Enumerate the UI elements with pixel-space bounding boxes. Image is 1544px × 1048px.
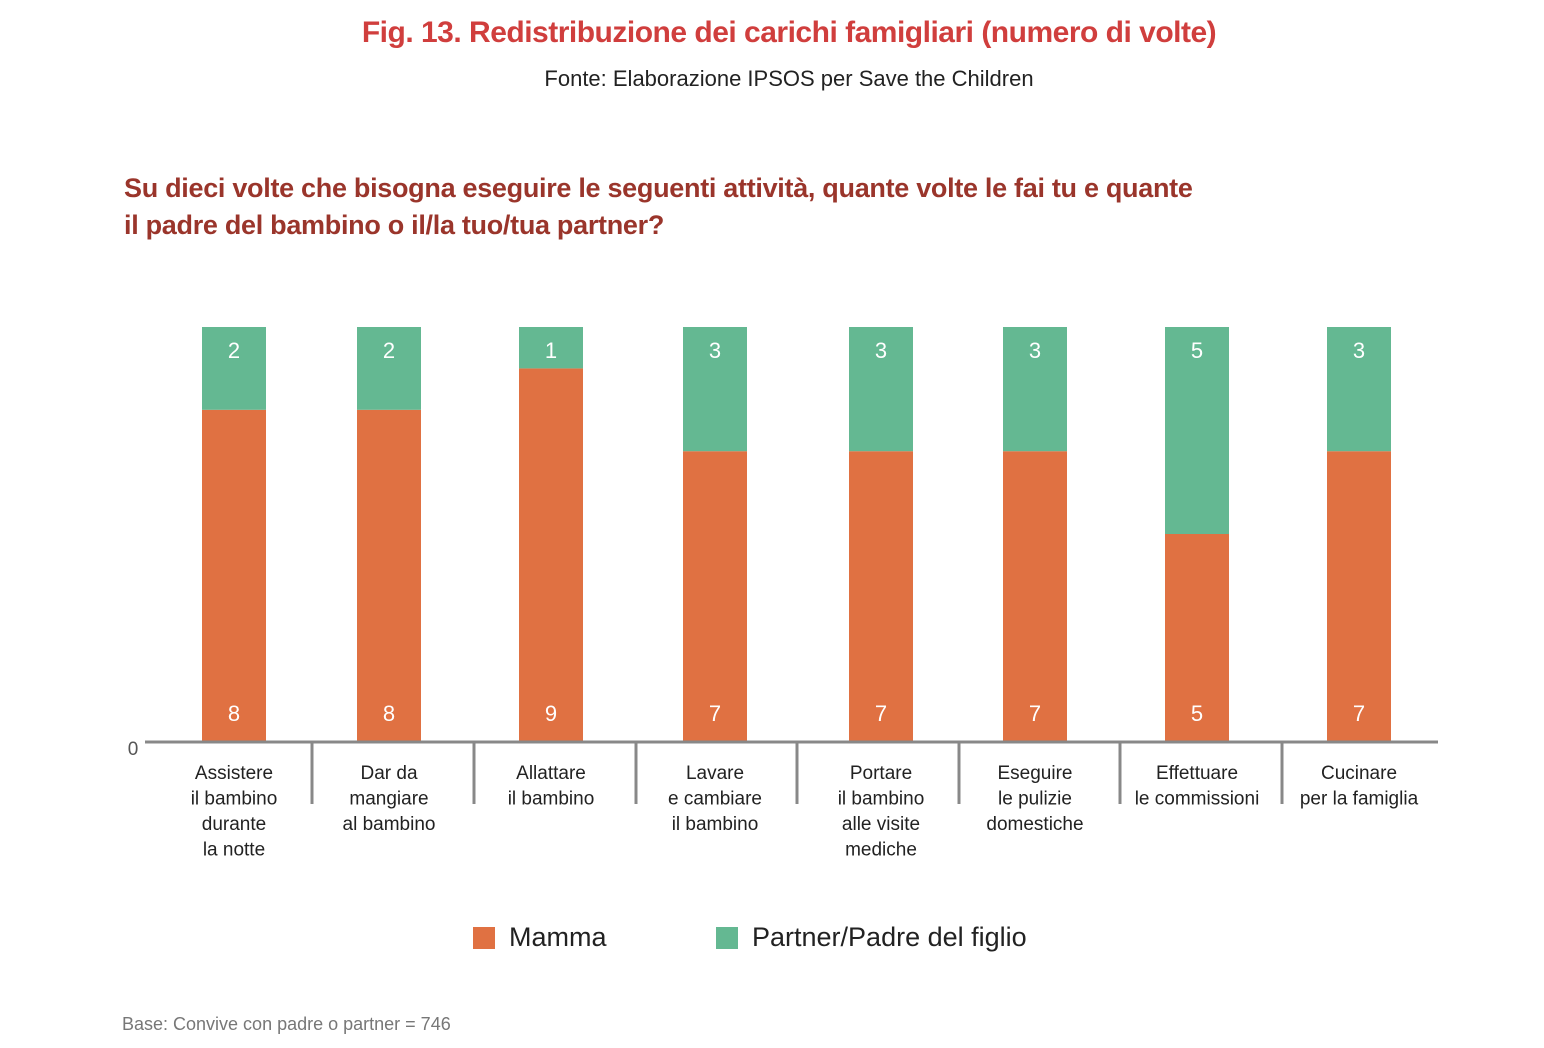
figure-source: Fonte: Elaborazione IPSOS per Save the C… [544, 66, 1034, 91]
data-label-partner: 3 [1353, 338, 1365, 363]
bar-segment-mamma [1003, 451, 1067, 741]
data-label-mamma: 5 [1191, 701, 1203, 726]
data-label-mamma: 7 [1353, 701, 1365, 726]
x-tick-label: Portare il bambino alle visite mediche [838, 763, 925, 861]
legend: Mamma Partner/Padre del figlio [0, 922, 1544, 958]
x-tick-label: Assistere il bambino durante la notte [191, 763, 278, 861]
x-tick-label: Effettuare le commissioni [1135, 763, 1260, 810]
bar-segment-mamma [1165, 534, 1229, 741]
bar-segment-partner [1003, 327, 1067, 452]
data-label-mamma: 8 [228, 701, 240, 726]
data-label-partner: 2 [228, 338, 240, 363]
survey-question-line-1: Su dieci volte che bisogna eseguire le s… [124, 173, 1193, 203]
data-label-mamma: 7 [709, 701, 721, 726]
bar-segment-partner [519, 327, 583, 369]
data-label-partner: 2 [383, 338, 395, 363]
data-label-partner: 5 [1191, 338, 1203, 363]
data-label-partner: 1 [545, 338, 557, 363]
x-tick-label: Eseguire le pulizie domestiche [986, 763, 1083, 835]
bar-segment-mamma [1327, 451, 1391, 741]
bar-segment-mamma [519, 368, 583, 741]
legend-swatch-mamma [473, 926, 495, 949]
data-label-partner: 3 [1029, 338, 1041, 363]
bar-segment-partner [1327, 327, 1391, 452]
bar-segment-partner [357, 327, 421, 410]
data-label-partner: 3 [875, 338, 887, 363]
data-label-partner: 3 [709, 338, 721, 363]
bar-segment-partner [202, 327, 266, 410]
x-tick-label: Dar da mangiare al bambino [343, 763, 436, 835]
data-label-mamma: 9 [545, 701, 557, 726]
legend-label-mamma: Mamma [509, 922, 607, 952]
bar-segment-mamma [849, 451, 913, 741]
legend-item-mamma: Mamma [473, 922, 607, 953]
bar-segment-mamma [202, 409, 266, 741]
legend-item-partner: Partner/Padre del figlio [716, 922, 1027, 953]
x-tick-label: Allattare il bambino [508, 763, 595, 810]
bar-segment-partner [1165, 327, 1229, 534]
bar-segment-partner [849, 327, 913, 452]
base-note: Base: Convive con padre o partner = 746 [122, 1014, 451, 1034]
data-label-mamma: 7 [875, 701, 887, 726]
y-tick-label: 0 [128, 739, 139, 760]
x-tick-label: Lavare e cambiare il bambino [668, 763, 762, 835]
bar-segment-mamma [357, 409, 421, 741]
legend-label-partner: Partner/Padre del figlio [752, 922, 1027, 952]
data-label-mamma: 7 [1029, 701, 1041, 726]
figure-title: Fig. 13. Redistribuzione dei carichi fam… [361, 16, 1217, 49]
survey-question-line-2: il padre del bambino o il/la tuo/tua par… [124, 210, 665, 240]
bar-segment-partner [683, 327, 747, 452]
x-tick-label: Cucinare per la famiglia [1300, 763, 1419, 810]
survey-question: Su dieci volte che bisogna eseguire le s… [124, 170, 1324, 244]
data-label-mamma: 8 [383, 701, 395, 726]
bar-segment-mamma [683, 451, 747, 741]
legend-swatch-partner [716, 926, 738, 949]
